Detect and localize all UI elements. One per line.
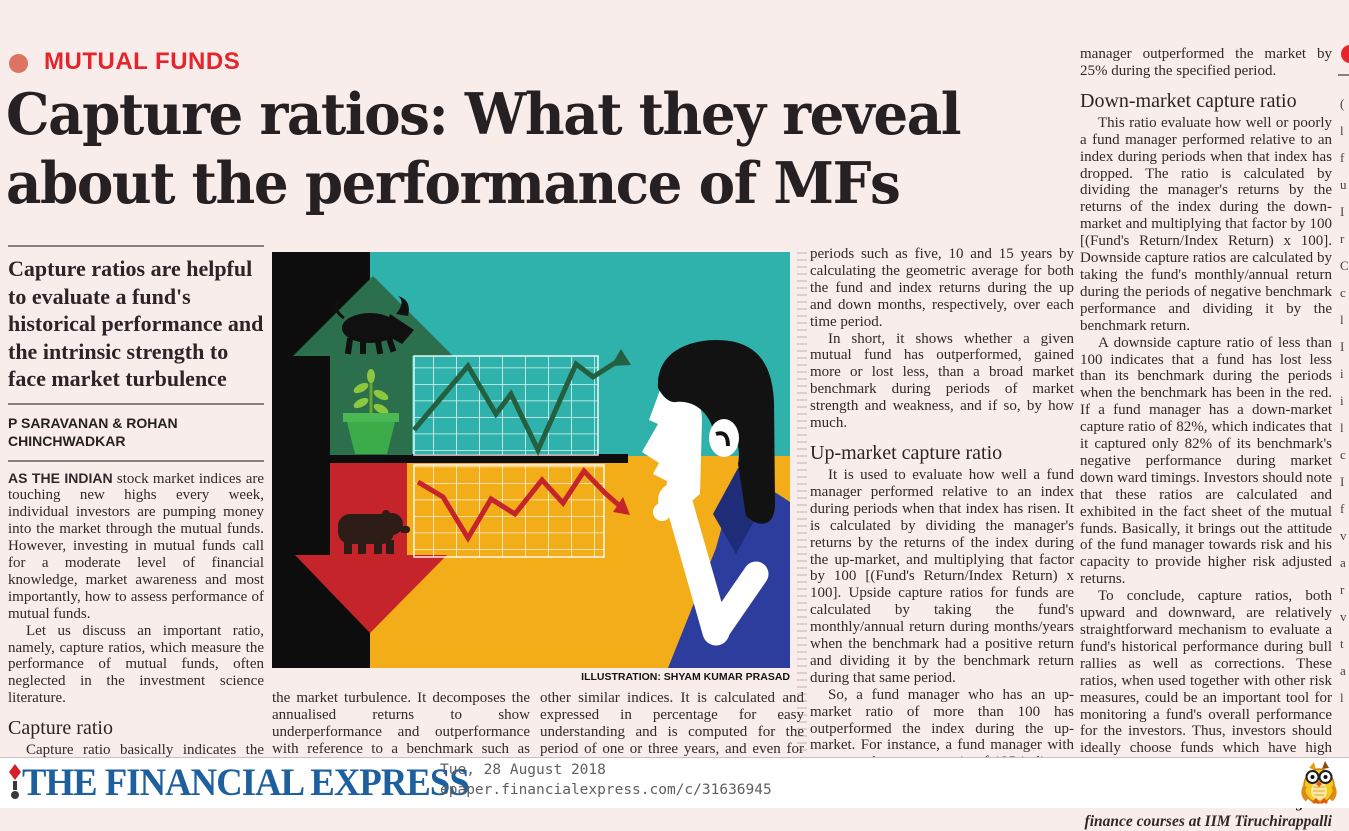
footer-url[interactable]: epaper.financialexpress.com/c/31636945 [440,782,772,798]
paragraph: It is used to evaluate how well a fund m… [810,466,1074,686]
section-kicker: MUTUAL FUNDS [44,48,241,75]
up-trend-line [412,349,631,456]
masthead-icon [9,764,21,799]
footer-date: Tue, 28 August 2018 [440,762,606,778]
paragraph-text: stock market indices are touching new hi… [8,470,265,622]
article-headline: Capture ratios: What they reveal about t… [6,80,1024,218]
headline-line1: Capture ratios: What they reveal [6,81,962,148]
divider [8,459,264,462]
article-illustration [272,252,790,668]
owl-logo-icon[interactable] [1297,760,1343,806]
paragraph: periods such as five, 10 and 15 years by… [810,246,1074,330]
lead-in: AS THE INDIAN [8,469,113,486]
paragraph: Let us discuss an important ratio, namel… [8,622,264,707]
masthead-title[interactable]: THE FINANCIAL EXPRESS [22,761,470,804]
divider [8,402,264,405]
page-fold-artifact [797,252,807,755]
man-ear [709,419,739,457]
paragraph: This ratio evaluate how well or poorly a… [1080,114,1332,334]
paragraph: AS THE INDIAN stock market indices are t… [8,470,264,623]
epaper-footer [0,757,1349,808]
paragraph: In short, it shows whether a given mutua… [810,330,1074,432]
bull-icon [334,296,414,355]
standfirst: Capture ratios are helpful to evaluate a… [8,256,264,391]
man-arm [653,483,769,646]
column-4: manager outperformed the market by 25% d… [1080,46,1332,831]
paragraph: manager outperformed the market by 25% d… [1080,46,1332,79]
subhead-up-market: Up-market capture ratio [810,441,1003,464]
column-3: periods such as five, 10 and 15 years by… [810,246,1074,788]
subhead-capture-ratio: Capture ratio [8,717,113,740]
paragraph: A downside capture ratio of less than 10… [1080,334,1332,588]
byline: P SARAVANAN & ROHAN CHINCHWADKAR [8,414,178,449]
next-article-rule [1338,74,1349,76]
subhead-down-market: Down-market capture ratio [1080,89,1297,112]
up-chart-grid [413,355,599,456]
next-article-bullet-icon [1341,45,1349,63]
column-2b: other similar indices. It is calculated … [540,690,804,775]
man-face [642,390,702,506]
section-bullet-icon [9,54,28,73]
illo-divider-bar [272,454,628,463]
illustration-credit: ILLUSTRATION: SHYAM KUMAR PRASAD [581,671,790,683]
headline-line2: about the performance of MFs [6,150,901,217]
plant-icon [343,369,399,454]
paragraph: other similar indices. It is calculated … [540,690,804,774]
down-trend-line [416,466,630,543]
man-figure [642,340,790,668]
bear-icon [338,510,410,554]
article-body-col1: AS THE INDIAN stock market indices are t… [8,470,264,777]
next-column-fragments: ( l f u I r C c l I i i l c I f v a r v … [1340,96,1349,705]
column-1: Capture ratios are helpful to evaluate a… [8,245,264,776]
divider [8,245,264,247]
